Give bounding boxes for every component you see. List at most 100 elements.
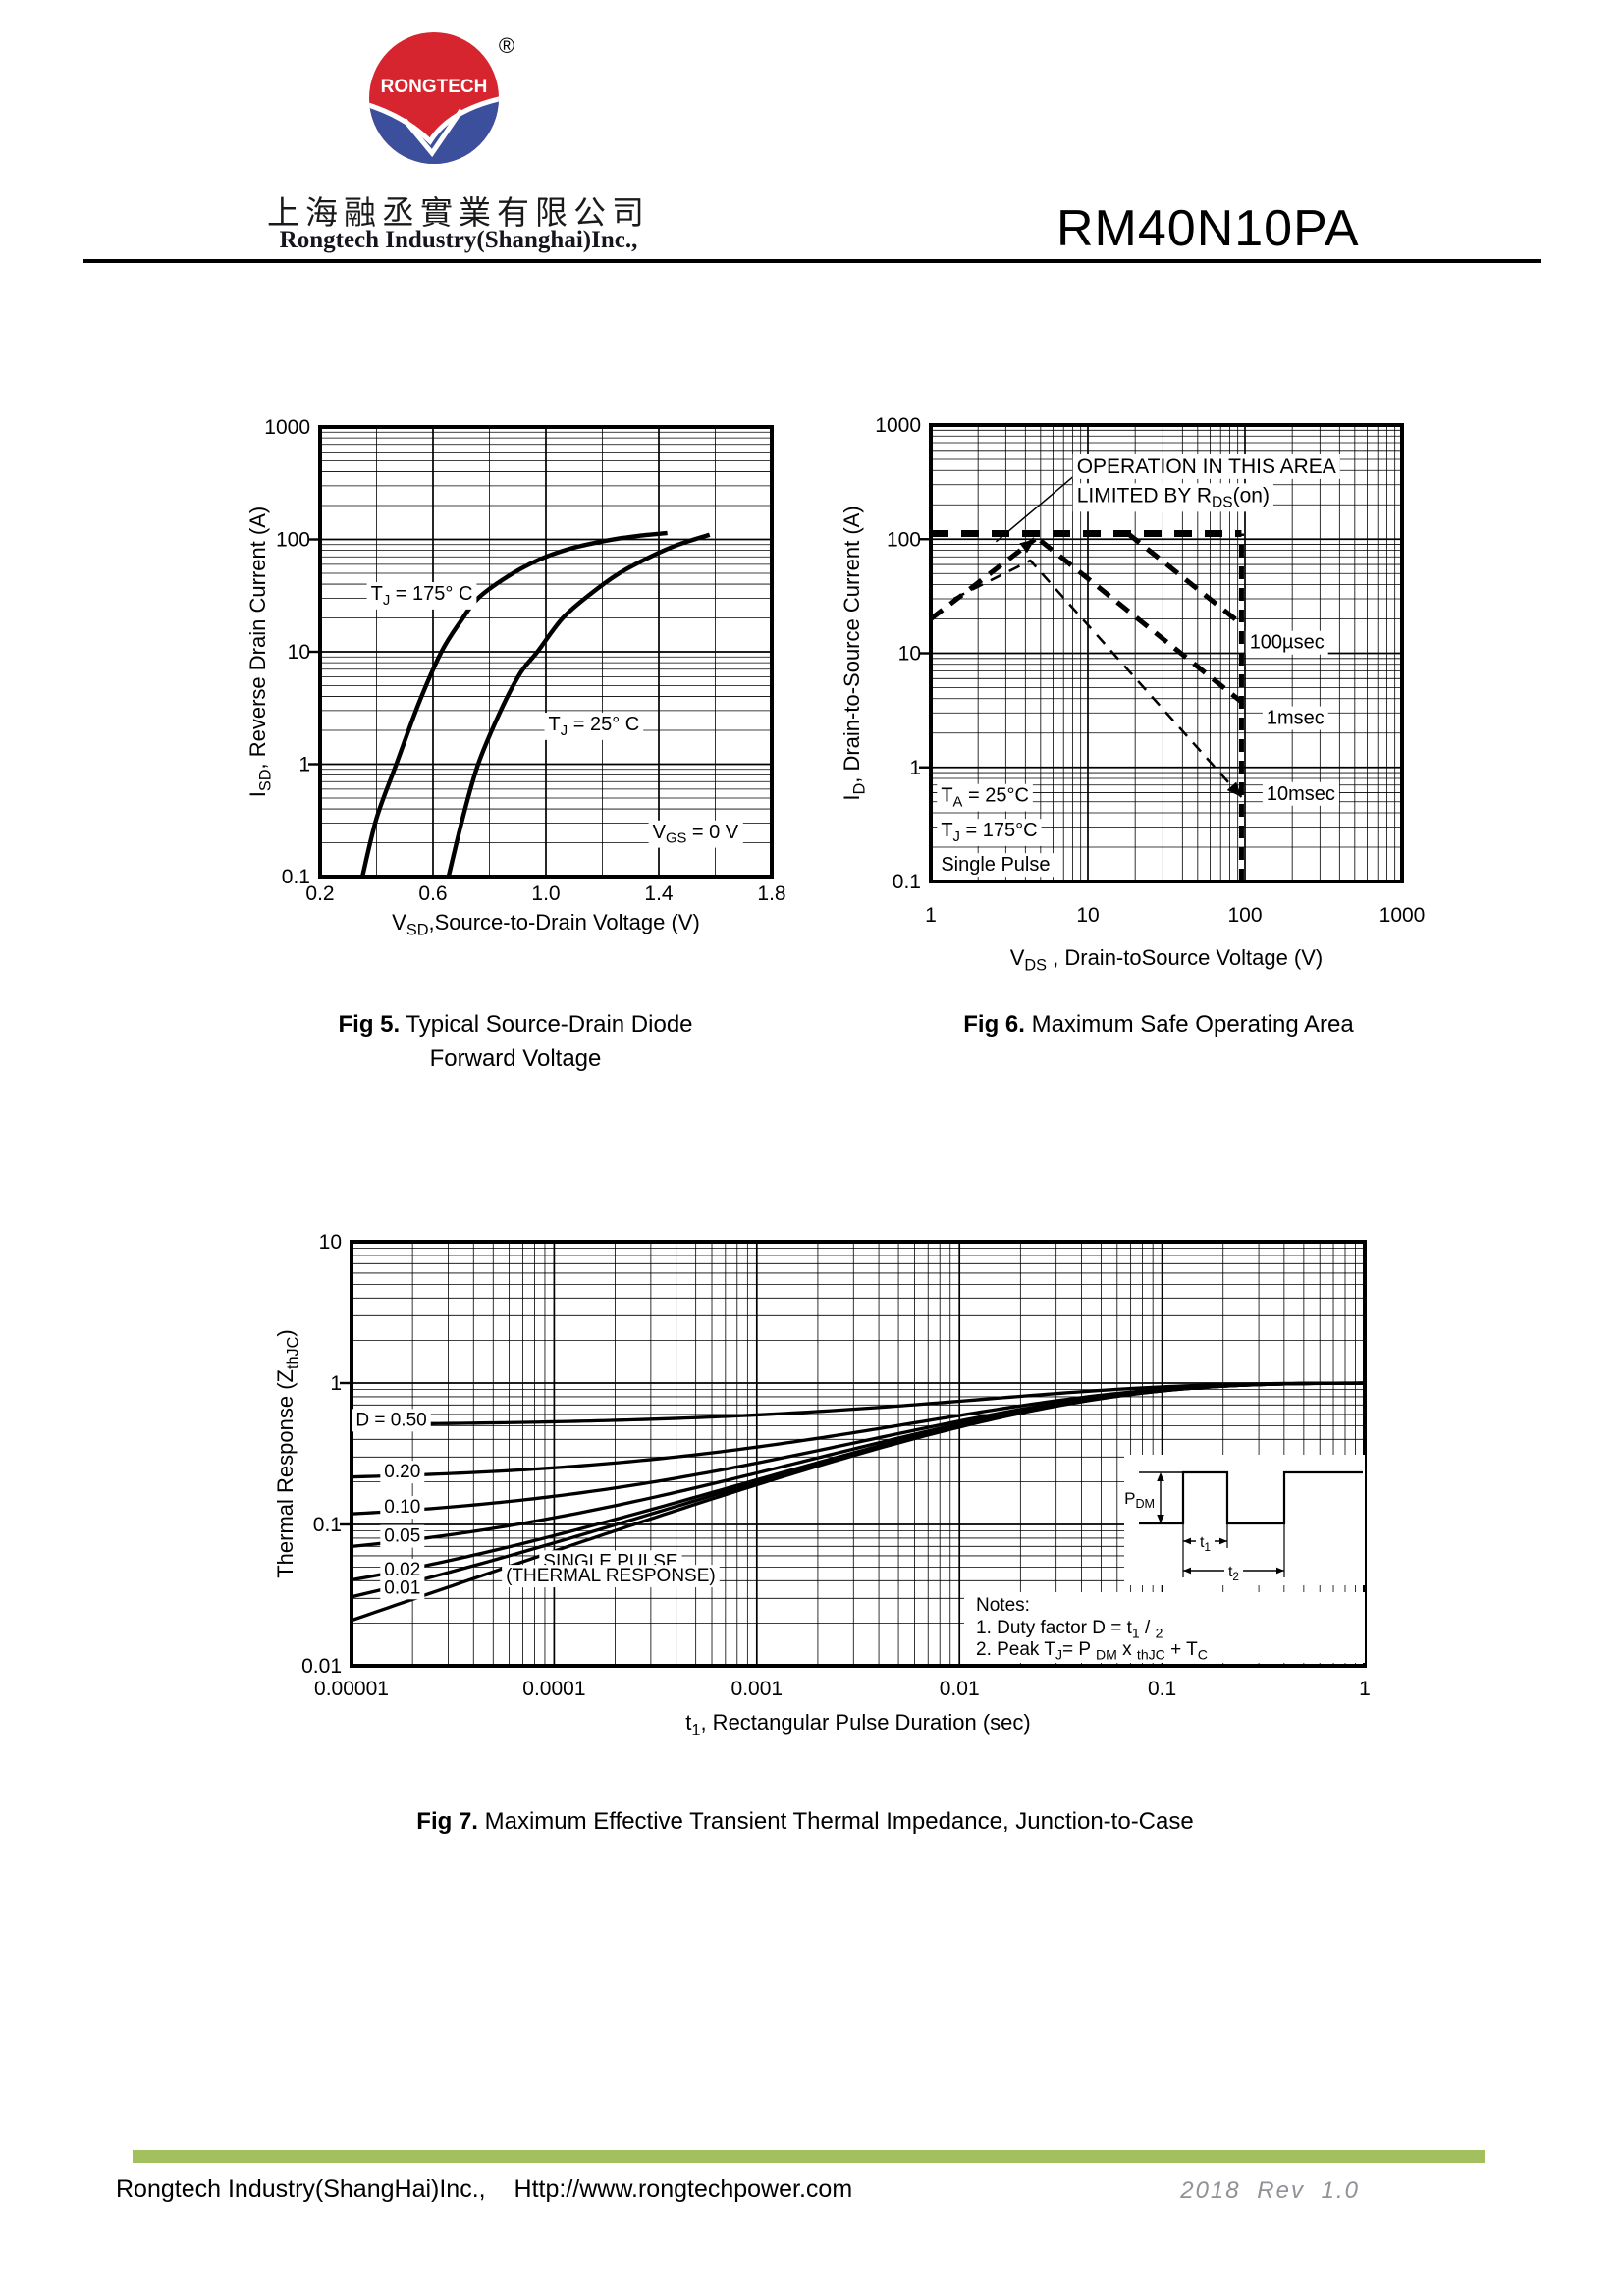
y-tick-label: 100 xyxy=(887,528,921,551)
x-tick-label: 1.4 xyxy=(644,882,674,905)
annotation: 0.05 xyxy=(384,1526,420,1547)
pdm-label: PDM xyxy=(1124,1489,1155,1511)
label-mask xyxy=(380,1496,425,1520)
x-tick-label: 0.01 xyxy=(940,1678,980,1700)
annotation: 0.02 xyxy=(384,1560,420,1580)
label-mask xyxy=(1072,483,1273,512)
x-tick-label: 0.001 xyxy=(731,1678,784,1700)
y-tick-label: 10 xyxy=(898,643,921,666)
y-axis-title-group: ISD, Reverse Drain Current (A) xyxy=(245,507,274,797)
footer-accent-bar xyxy=(133,2150,1485,2163)
label-mask xyxy=(1262,781,1339,806)
x-tick-label: 10 xyxy=(1076,904,1099,927)
footer-website: Http://www.rongtechpower.com xyxy=(514,2175,853,2203)
t1-label: t1 xyxy=(1200,1534,1211,1554)
label-mask xyxy=(937,853,1055,878)
x-tick-label: 1 xyxy=(925,904,937,927)
label-mask xyxy=(937,783,1033,812)
label-mask xyxy=(648,820,743,848)
footer-company: Rongtech Industry(ShangHai)Inc., xyxy=(116,2175,486,2203)
inset-box xyxy=(1124,1455,1365,1585)
fig7-caption-prefix: Fig 7. xyxy=(416,1808,478,1835)
y-axis-title: Thermal Response (ZthJC) xyxy=(273,1329,301,1578)
x-axis-title: VSD,Source-to-Drain Voltage (V) xyxy=(392,910,700,938)
annotation: LIMITED BY RDS(on) xyxy=(1077,484,1270,510)
note-line: 1. Duty factor D = t1 / 2 xyxy=(976,1618,1163,1641)
plot-border xyxy=(318,425,774,879)
x-axis-title: t1, Rectangular Pulse Duration (sec) xyxy=(685,1710,1030,1738)
annotation: VGS = 0 V xyxy=(653,822,739,847)
label-mask xyxy=(1262,706,1328,730)
series-1msec xyxy=(1039,538,1244,704)
arrowhead-icon xyxy=(1226,781,1242,797)
fig7-caption: Fig 7. Maximum Effective Transient Therm… xyxy=(191,1804,1419,1839)
label-mask xyxy=(1223,1563,1244,1584)
series-tj-175c xyxy=(359,530,668,878)
rongtech-logo: RONGTECH ® xyxy=(369,32,514,164)
annotation: 1msec xyxy=(1267,708,1325,729)
arrowhead-icon xyxy=(1157,1472,1164,1481)
annotation: 100µsec xyxy=(1250,632,1325,654)
footer-revision: 2018 Rev 1.0 xyxy=(1180,2177,1360,2204)
label-mask xyxy=(544,713,644,740)
y-tick-label: 1 xyxy=(298,754,310,776)
annotation: TJ = 175°C xyxy=(941,820,1037,845)
label-mask xyxy=(937,819,1042,846)
label-mask xyxy=(502,1565,720,1588)
series-100usec xyxy=(1126,531,1243,626)
arrowhead-icon xyxy=(1183,1537,1191,1545)
x-tick-label: 0.1 xyxy=(1148,1678,1176,1700)
grid xyxy=(319,426,773,878)
plot-border xyxy=(350,1240,1367,1668)
y-tick-label: 10 xyxy=(319,1231,342,1254)
label-mask xyxy=(352,1409,431,1432)
company-name-english: Rongtech Industry(Shanghai)Inc., xyxy=(279,227,638,253)
x-tick-label: 0.6 xyxy=(418,882,447,905)
fig6-caption-prefix: Fig 6. xyxy=(963,1011,1025,1038)
annotation: D = 0.50 xyxy=(355,1410,426,1430)
label-mask xyxy=(380,1524,425,1548)
annotation: 0.01 xyxy=(384,1577,420,1598)
annotation: (THERMAL RESPONSE) xyxy=(506,1566,716,1586)
x-tick-label: 1.0 xyxy=(531,882,560,905)
y-tick-label: 1000 xyxy=(264,416,310,439)
note-line: Notes: xyxy=(976,1595,1030,1616)
x-tick-label: 1 xyxy=(1359,1678,1371,1700)
y-axis-title: ISD, Reverse Drain Current (A) xyxy=(245,507,274,797)
label-mask xyxy=(366,582,477,610)
label-mask xyxy=(1245,630,1328,655)
y-tick-label: 0.01 xyxy=(301,1655,342,1678)
fig5-svg: 1000 100 10 1 0.10.2 0.6 1.0 1.4 1.8 VSD,Source-t… xyxy=(245,416,786,938)
series-rds-on-limit xyxy=(929,537,1037,621)
arrowhead-icon xyxy=(1276,1567,1284,1575)
plot-border xyxy=(929,423,1404,883)
fig7-caption-text: Maximum Effective Transient Thermal Impe… xyxy=(484,1808,1194,1835)
y-axis-title-group: Thermal Response (ZthJC) xyxy=(273,1329,301,1578)
registered-trademark-icon: ® xyxy=(499,33,514,58)
fig6-caption: Fig 6. Maximum Safe Operating Area xyxy=(879,1007,1438,1041)
x-tick-label: 1.8 xyxy=(757,882,785,905)
annotation: TJ = 25° C xyxy=(549,714,640,739)
annotation: TA = 25°C xyxy=(941,785,1029,811)
company-name-chinese: 上海融丞實業有限公司 xyxy=(267,194,650,231)
annotation: 10msec xyxy=(1267,783,1335,805)
y-tick-label: 10 xyxy=(288,641,310,664)
note-line: 2. Peak TJ= P DM x thJC + TC xyxy=(976,1639,1208,1663)
y-axis-title-group: ID, Drain-to-Source Current (A) xyxy=(839,506,868,800)
y-tick-label: 0.1 xyxy=(313,1514,342,1536)
annotation: OPERATION IN THIS AREA xyxy=(1077,455,1336,478)
x-tick-label: 100 xyxy=(1227,904,1262,927)
series-10msec xyxy=(952,559,1243,798)
y-tick-label: 1000 xyxy=(875,414,921,437)
fig5-caption: Fig 5. Typical Source-Drain Diode Forwar… xyxy=(241,1007,790,1076)
label-mask xyxy=(380,1461,425,1484)
t2-label: t2 xyxy=(1228,1564,1239,1583)
y-tick-label: 1 xyxy=(909,757,921,779)
logo-white-wave xyxy=(369,95,499,145)
y-tick-label: 0.1 xyxy=(282,866,310,888)
duty-curve-0 xyxy=(351,1381,1366,1623)
pulse-waveform-diagram: PDM t1 t2 xyxy=(1124,1470,1363,1584)
header-divider xyxy=(83,259,1541,263)
